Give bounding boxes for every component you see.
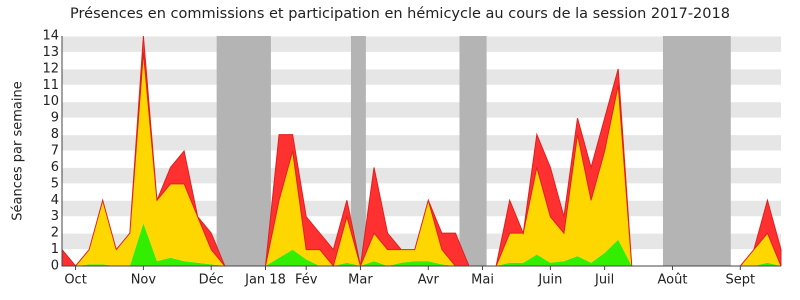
y-tick-label: 13 (42, 45, 59, 60)
x-tick-label: Mai (471, 273, 494, 288)
area (62, 52, 781, 266)
y-tick-label: 10 (42, 94, 59, 109)
y-tick-label: 4 (51, 193, 59, 208)
chart-title: Présences en commissions et participatio… (70, 6, 730, 22)
x-tick-label: Avr (418, 273, 440, 288)
x-tick-label: Nov (131, 273, 157, 288)
y-tick-label: 6 (51, 160, 59, 175)
recess-band (216, 36, 271, 266)
recess-band (459, 36, 487, 266)
x-tick-label: Août (657, 273, 687, 288)
recess-band (350, 36, 366, 266)
y-tick-label: 9 (51, 111, 59, 126)
x-tick-label: Juil (594, 273, 614, 288)
x-tick-label: Oct (64, 273, 86, 288)
y-tick-label: 8 (51, 127, 59, 142)
y-tick-label: 5 (51, 176, 59, 191)
x-tick-label: Juin (537, 273, 562, 288)
x-tick-label: Sept (725, 273, 755, 288)
x-tick-label: Fév (295, 273, 318, 288)
x-tick-label: Déc (199, 273, 224, 288)
y-tick-label: 14 (42, 29, 59, 44)
y-tick-label: 3 (51, 209, 59, 224)
y-tick-label: 7 (51, 144, 59, 159)
x-tick-label: Jan 18 (244, 273, 286, 288)
y-axis-label: Séances par semaine (11, 81, 26, 220)
y-tick-label: 2 (51, 226, 59, 241)
x-tick-label: Mar (348, 273, 373, 288)
y-tick-label: 0 (51, 259, 59, 274)
y-tick-label: 11 (42, 78, 59, 93)
area (62, 223, 781, 266)
recess-band (662, 36, 731, 266)
y-tick-label: 1 (51, 242, 59, 257)
y-tick-label: 12 (42, 61, 59, 76)
